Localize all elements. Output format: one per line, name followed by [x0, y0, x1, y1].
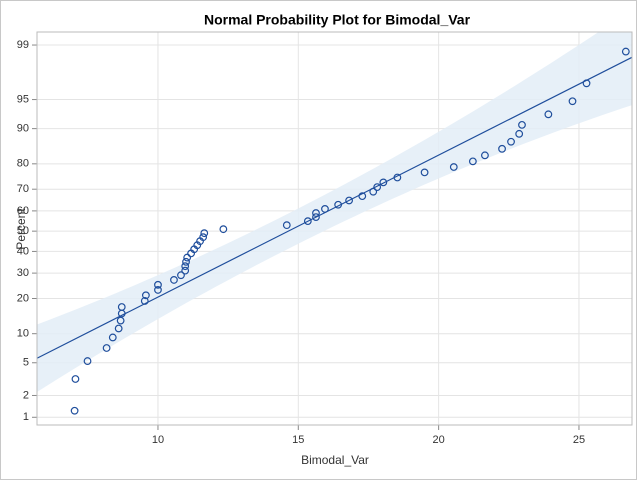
y-tick-label: 1 — [23, 411, 29, 423]
point — [369, 187, 378, 196]
point — [515, 129, 524, 138]
point — [518, 120, 526, 129]
y-tick-label: 99 — [17, 39, 29, 51]
point — [102, 344, 111, 352]
y-tick-label: 50 — [17, 225, 29, 237]
point — [219, 225, 228, 234]
point — [116, 316, 125, 325]
y-tick-label: 2 — [23, 389, 29, 401]
point — [199, 233, 208, 242]
marks — [70, 47, 630, 415]
y-tick-label: 20 — [17, 292, 29, 304]
point — [154, 286, 162, 294]
fit-layer — [37, 32, 632, 393]
point — [544, 110, 553, 119]
point — [321, 205, 329, 213]
point — [582, 79, 591, 88]
point — [182, 257, 190, 266]
point — [108, 333, 117, 342]
x-tick-label: 20 — [433, 434, 445, 446]
point — [181, 262, 190, 271]
point — [141, 291, 150, 300]
y-tick-label: 5 — [23, 357, 29, 369]
x-tick-label: 10 — [152, 434, 164, 446]
point — [468, 157, 477, 166]
point — [71, 375, 80, 383]
confidence-band — [37, 32, 632, 393]
point — [282, 221, 291, 230]
plot-border — [36, 31, 633, 426]
y-tick-label: 30 — [17, 267, 29, 279]
y-tick-label: 10 — [17, 328, 29, 340]
x-axis-label: Bimodal_Var — [301, 453, 369, 467]
point — [393, 173, 402, 182]
y-tick-label: 70 — [17, 183, 29, 195]
point — [312, 213, 320, 222]
point — [379, 178, 388, 187]
point — [177, 271, 185, 280]
point — [303, 217, 312, 226]
chart-title: Normal Probability Plot for Bimodal_Var — [204, 12, 471, 28]
point — [345, 196, 353, 205]
point — [154, 280, 162, 289]
point — [621, 47, 630, 56]
x-tick-label: 25 — [573, 434, 585, 446]
point — [140, 297, 149, 305]
point — [507, 137, 515, 146]
point — [200, 229, 209, 238]
y-tick-label: 90 — [17, 123, 29, 135]
point — [183, 253, 192, 262]
point — [358, 192, 367, 201]
point — [420, 168, 429, 177]
y-tick-label: 40 — [17, 245, 29, 257]
point — [70, 406, 79, 415]
point — [449, 163, 458, 171]
fit-line — [37, 56, 632, 359]
y-tick-label: 60 — [17, 205, 29, 217]
point — [373, 183, 382, 192]
point — [312, 209, 320, 217]
point — [498, 144, 506, 153]
y-axis-label: Percent — [14, 208, 28, 250]
point — [117, 303, 126, 311]
y-tick-label: 95 — [17, 93, 29, 105]
x-tick-label: 15 — [292, 434, 304, 446]
y-tick-label: 80 — [17, 158, 29, 170]
point — [181, 266, 190, 275]
point — [170, 276, 178, 284]
point — [334, 200, 343, 209]
point — [568, 97, 577, 106]
point — [114, 324, 123, 333]
point — [481, 151, 489, 160]
point — [83, 357, 92, 365]
